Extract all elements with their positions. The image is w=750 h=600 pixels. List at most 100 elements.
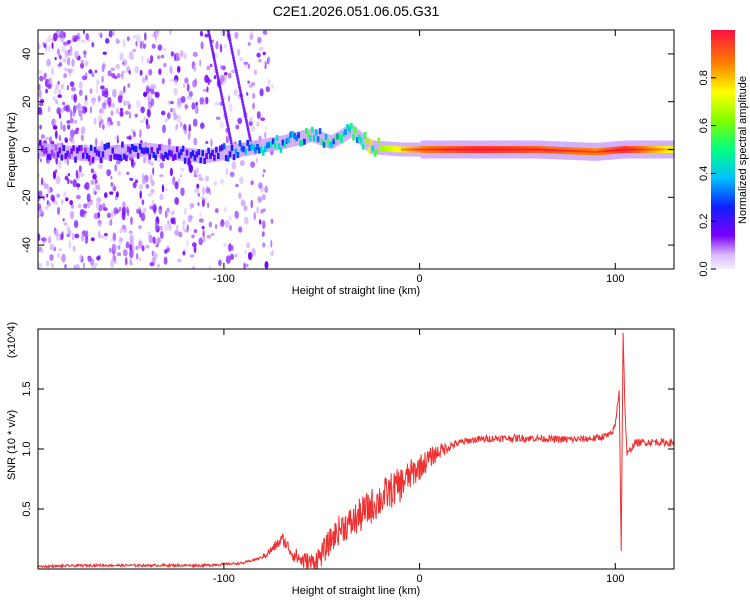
heatmap-noise-cell xyxy=(152,167,155,176)
heatmap-ridge-halo xyxy=(54,144,58,159)
heatmap-noise-cell xyxy=(193,137,198,146)
heatmap-noise-cell xyxy=(91,42,95,48)
heatmap-noise-cell xyxy=(53,32,58,42)
heatmap-ridge-halo xyxy=(89,147,93,161)
heatmap-noise-cell xyxy=(260,209,264,214)
heatmap-ridge-cell xyxy=(256,144,259,150)
heatmap-ridge-halo xyxy=(350,123,353,138)
heatmap-noise-cell xyxy=(129,258,133,265)
heatmap-noise-cell xyxy=(244,250,247,254)
heatmap-noise-cell xyxy=(54,130,58,139)
heatmap-noise-cell xyxy=(184,228,189,233)
heatmap-ridge-cell xyxy=(297,132,300,139)
heatmap-noise-cell xyxy=(97,114,103,123)
heatmap-noise-cell xyxy=(108,30,113,38)
heatmap-noise-cell xyxy=(106,169,112,177)
heatmap-noise-cell xyxy=(46,260,50,267)
heatmap-ridge-halo xyxy=(230,144,234,159)
heatmap-noise-cell xyxy=(193,245,197,254)
heatmap-noise-cell xyxy=(136,253,139,260)
heatmap-ridge-cell xyxy=(369,139,373,146)
snr-y-scale-label: (x10^4) xyxy=(6,322,18,358)
heatmap-ridge-cell xyxy=(89,144,93,151)
heatmap-noise-cell xyxy=(95,184,100,190)
heatmap-noise-cell xyxy=(198,237,203,246)
heatmap-ridge-peak xyxy=(575,150,578,153)
heatmap-noise-cell xyxy=(139,69,143,76)
heatmap-noise-cell xyxy=(39,207,43,215)
heatmap-ridge-halo xyxy=(48,143,52,158)
heatmap-ridge-peak xyxy=(491,148,494,151)
heatmap-ridge-peak xyxy=(553,149,557,152)
heatmap-noise-cell xyxy=(262,51,266,56)
heatmap-ridge-peak xyxy=(406,148,410,151)
heatmap-ridge-peak xyxy=(626,148,629,151)
heatmap-noise-cell xyxy=(63,67,69,72)
heatmap-noise-cell xyxy=(244,263,249,268)
heatmap-ridge-cell xyxy=(82,152,85,159)
heatmap-noise-cell xyxy=(243,216,249,225)
heatmap-ridge-peak xyxy=(629,148,633,151)
heatmap-ridge-cell xyxy=(248,145,251,151)
heatmap-noise-cell xyxy=(252,93,256,99)
heatmap-ridge-peak xyxy=(624,148,627,151)
heatmap-ridge-halo xyxy=(301,130,304,145)
heatmap-ridge-cell xyxy=(174,153,177,160)
heatmap-ridge-cell xyxy=(105,142,109,149)
heatmap-noise-cell xyxy=(110,110,114,116)
heatmap-noise-cell xyxy=(189,254,195,258)
colorbar-tick-label: 0.4 xyxy=(698,166,710,181)
heatmap-ridge-cell xyxy=(381,145,384,152)
heatmap-ridge-halo xyxy=(60,144,64,159)
heatmap-noise-cell xyxy=(186,240,189,247)
heatmap-noise-cell xyxy=(163,47,166,52)
heatmap-ridge-halo xyxy=(322,132,326,147)
heatmap-ridge-halo xyxy=(226,145,230,160)
heatmap-noise-cell xyxy=(143,116,146,121)
heatmap-ridge-cell xyxy=(39,139,42,146)
heatmap-ridge-peak xyxy=(594,150,598,153)
heatmap-ridge-cell xyxy=(129,147,132,154)
heatmap-noise-cell xyxy=(58,248,62,252)
heatmap-ridge-cell xyxy=(158,144,161,151)
heatmap-noise-cell xyxy=(264,261,269,269)
heatmap-noise-cell xyxy=(247,42,251,46)
heatmap-ridge-peak xyxy=(444,148,447,151)
heatmap-ridge-cell xyxy=(252,144,255,151)
heatmap-noise-cell xyxy=(46,45,51,52)
heatmap-ridge-halo xyxy=(311,128,314,143)
heatmap-ridge-peak xyxy=(463,148,467,151)
heatmap-noise-cell xyxy=(170,78,175,82)
heatmap-noise-cell xyxy=(69,129,75,138)
heatmap-noise-cell xyxy=(225,255,231,264)
heatmap-noise-cell xyxy=(103,90,109,98)
heatmap-noise-cell xyxy=(264,131,267,139)
heatmap-noise-cell xyxy=(129,243,133,251)
heatmap-ridge-halo xyxy=(68,145,71,160)
snr-y-tick-label: 1.0 xyxy=(21,441,33,456)
heatmap-ridge-peak xyxy=(639,148,643,151)
heatmap-noise-cell xyxy=(180,96,186,103)
heatmap-noise-cell xyxy=(157,263,160,268)
heatmap-noise-cell xyxy=(116,73,121,79)
heatmap-ridge-cell xyxy=(318,128,322,135)
heatmap-noise-cell xyxy=(192,118,198,127)
heatmap-ridge-peak xyxy=(598,150,602,153)
heatmap-noise-cell xyxy=(55,99,59,105)
spectrogram-y-tick-label: -20 xyxy=(21,189,33,205)
heatmap-noise-cell xyxy=(126,101,130,105)
heatmap-ridge-cell xyxy=(277,143,281,150)
heatmap-ridge-cell xyxy=(330,141,334,148)
heatmap-ridge-cell xyxy=(207,147,210,154)
heatmap-ridge-peak xyxy=(551,149,555,152)
heatmap-ridge-peak xyxy=(610,149,613,152)
heatmap-noise-cell xyxy=(207,202,210,209)
heatmap-ridge-halo xyxy=(64,145,67,160)
heatmap-ridge-peak xyxy=(440,148,443,151)
heatmap-ridge-cell xyxy=(338,133,341,140)
heatmap-noise-cell xyxy=(150,83,155,91)
heatmap-ridge-halo xyxy=(264,138,267,153)
heatmap-noise-cell xyxy=(38,70,43,74)
heatmap-ridge-peak xyxy=(500,148,504,151)
heatmap-ridge-cell xyxy=(166,153,169,160)
